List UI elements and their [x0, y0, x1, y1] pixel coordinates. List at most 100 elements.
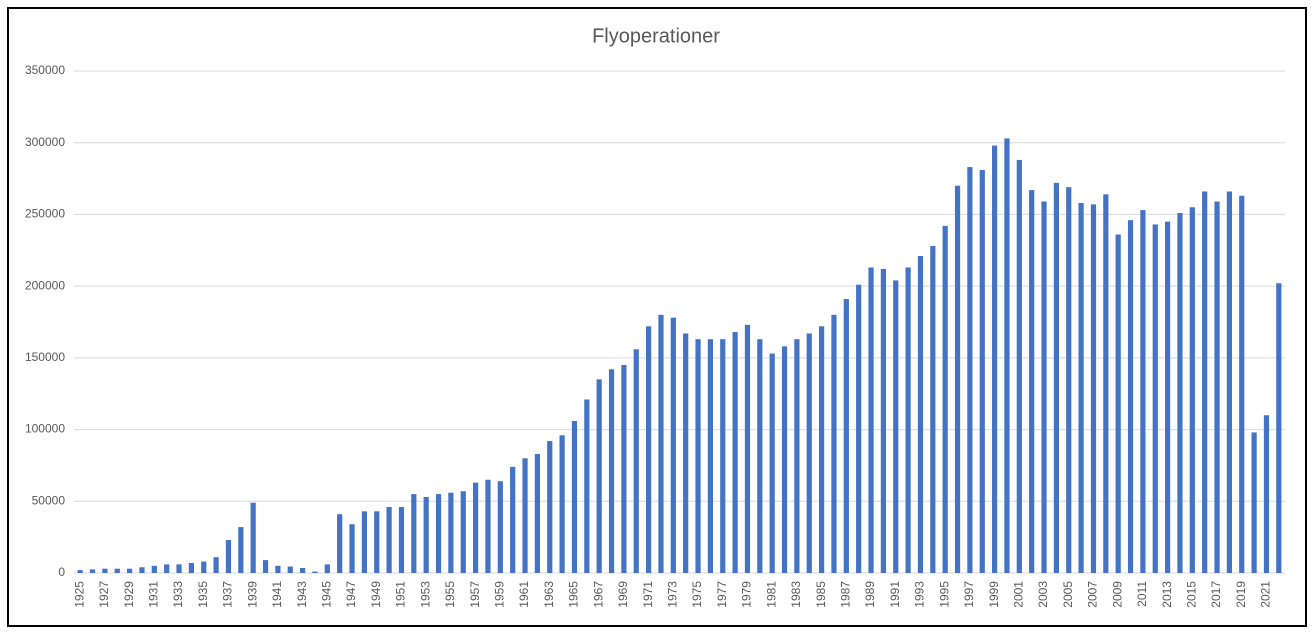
y-tick-label: 150000	[25, 350, 65, 364]
x-tick-label: 1935	[196, 581, 210, 608]
bar	[201, 561, 207, 573]
bar	[1214, 201, 1220, 573]
bar	[522, 458, 528, 573]
bar	[769, 353, 775, 573]
x-tick-label: 2007	[1086, 581, 1100, 608]
bar	[448, 492, 454, 573]
y-tick-label: 50000	[32, 493, 66, 507]
bar	[386, 507, 392, 573]
y-tick-label: 350000	[25, 63, 65, 77]
bar	[831, 314, 837, 573]
bar	[608, 369, 615, 573]
bar	[707, 339, 713, 573]
x-tick-label: 1943	[295, 581, 309, 608]
bar	[1152, 224, 1158, 573]
bar	[287, 566, 293, 573]
x-tick-label: 1987	[838, 581, 852, 608]
x-tick-label: 1965	[567, 581, 581, 608]
bar	[819, 326, 825, 573]
bar	[423, 496, 429, 573]
bar	[1239, 195, 1245, 574]
bar	[349, 524, 355, 573]
x-tick-label: 1989	[863, 581, 877, 608]
bar	[806, 333, 812, 573]
x-tick-label: 2001	[1011, 581, 1025, 608]
bar	[337, 514, 343, 573]
bar	[571, 420, 578, 573]
bar	[300, 567, 306, 573]
bar	[880, 268, 886, 573]
bar	[633, 349, 639, 573]
x-tick-label: 2009	[1110, 581, 1124, 608]
bar	[1177, 212, 1183, 573]
x-tick-label: 1945	[319, 581, 333, 608]
x-tick-label: 2003	[1036, 581, 1050, 608]
bar	[992, 145, 998, 573]
bar	[262, 560, 269, 573]
bar	[324, 564, 330, 573]
bar	[374, 511, 380, 573]
bar	[1004, 138, 1010, 573]
bar	[695, 339, 701, 573]
bar	[1066, 187, 1072, 574]
x-tick-label: 1951	[394, 581, 408, 608]
bar	[77, 570, 83, 573]
x-tick-label: 1949	[369, 581, 383, 608]
bar	[757, 339, 763, 573]
bar	[683, 333, 689, 573]
y-tick-label: 250000	[25, 207, 65, 221]
x-tick-label: 1937	[221, 581, 235, 608]
y-tick-label: 200000	[25, 278, 65, 292]
x-tick-label: 1947	[344, 581, 358, 608]
bar	[411, 494, 417, 573]
x-tick-label: 1941	[270, 581, 284, 608]
x-tick-label: 1999	[987, 581, 1001, 608]
chart-title: Flyoperationer	[592, 25, 720, 47]
y-tick-label: 100000	[25, 422, 65, 436]
bar	[732, 332, 738, 573]
x-tick-label: 1931	[146, 581, 160, 608]
bar	[1189, 207, 1195, 573]
bar	[1226, 191, 1232, 574]
bar	[1103, 194, 1109, 573]
bar	[893, 280, 899, 573]
x-tick-label: 1995	[937, 581, 951, 608]
x-tick-label: 1957	[468, 581, 482, 608]
bar	[139, 567, 145, 573]
bar	[1276, 283, 1282, 573]
x-tick-label: 2019	[1234, 581, 1248, 608]
bar	[1029, 190, 1035, 573]
x-tick-label: 1997	[962, 581, 976, 608]
bar	[435, 494, 442, 573]
bar	[856, 284, 862, 573]
bar	[1041, 201, 1047, 573]
bar	[164, 564, 170, 573]
bar	[238, 527, 244, 573]
x-tick-label: 1981	[764, 581, 778, 608]
x-tick-label: 1973	[665, 581, 679, 608]
bar	[794, 339, 800, 573]
x-tick-label: 2013	[1160, 581, 1174, 608]
bar	[596, 379, 602, 573]
bar	[151, 565, 157, 573]
bar	[225, 540, 232, 573]
x-tick-label: 2011	[1135, 581, 1149, 607]
x-tick-label: 1983	[789, 581, 803, 608]
bar	[917, 256, 924, 573]
bar	[312, 571, 318, 573]
x-tick-label: 1961	[517, 581, 531, 608]
x-tick-label: 1939	[245, 581, 259, 608]
bar	[1078, 202, 1084, 573]
bar	[954, 185, 961, 573]
bar	[213, 557, 219, 573]
x-tick-label: 1963	[542, 581, 556, 608]
bar	[250, 502, 256, 573]
bar	[584, 399, 590, 573]
x-tick-label: 2017	[1209, 581, 1223, 608]
bar	[658, 314, 664, 573]
bar	[1202, 191, 1208, 574]
bar	[1053, 182, 1059, 574]
x-tick-label: 1929	[122, 581, 136, 608]
x-tick-label: 1975	[690, 581, 704, 608]
x-tick-label: 1967	[591, 581, 605, 608]
